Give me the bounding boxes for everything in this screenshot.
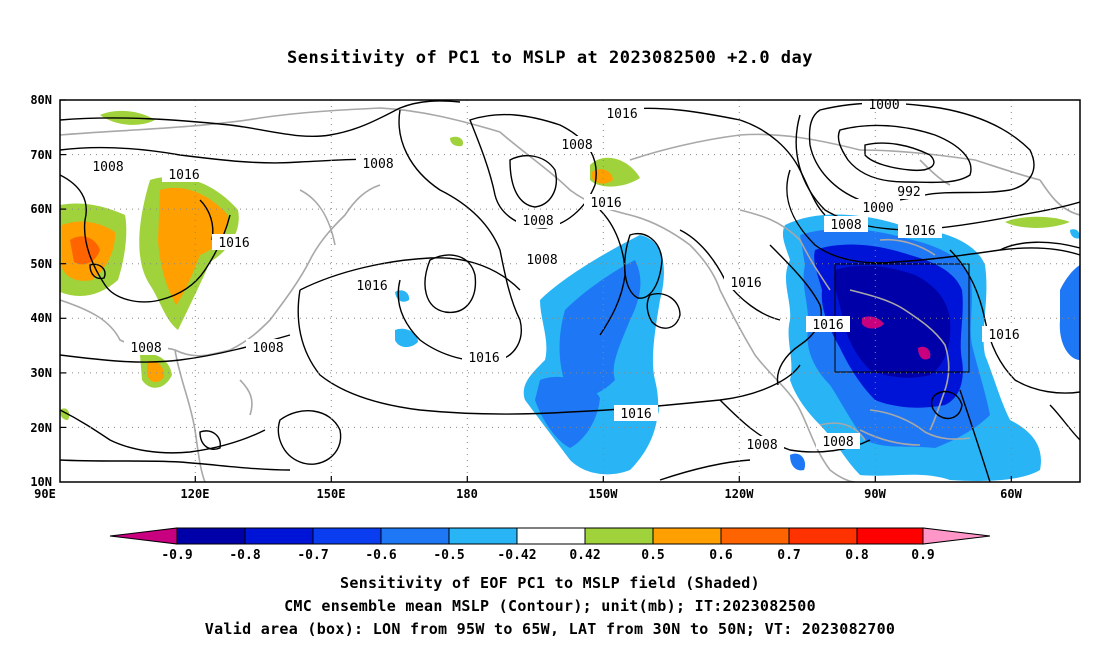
contour-label: 1016 <box>218 236 249 251</box>
lon-tick-label: 120W <box>725 487 755 501</box>
contour-label: 1016 <box>812 318 843 333</box>
coastlines <box>60 107 1080 482</box>
strong-negative-peak-1 <box>862 316 884 329</box>
lat-tick-label: 10N <box>30 475 52 489</box>
colorbar-swatch <box>788 527 858 545</box>
colorbar-swatch <box>856 527 924 545</box>
colorbar-label: 0.9 <box>911 548 934 563</box>
lon-tick-label: 150E <box>317 487 346 501</box>
positive-shading-asia-peak <box>70 236 100 265</box>
lat-tick-label: 50N <box>30 257 52 271</box>
contour-label: 1008 <box>92 160 123 175</box>
positive-shading-alaska-core <box>592 169 613 184</box>
contour-label: 1016 <box>356 279 387 294</box>
contour-label: 1016 <box>168 168 199 183</box>
colorbar-label: -0.9 <box>161 548 192 563</box>
colorbar-swatch <box>380 527 450 545</box>
colorbar-label: -0.8 <box>229 548 260 563</box>
colorbar-label: 0.5 <box>641 548 664 563</box>
positive-shading-small-1-core <box>147 360 165 383</box>
colorbar-label: 0.7 <box>777 548 800 563</box>
lon-tick-label: 180 <box>456 487 478 501</box>
colorbar-label: -0.42 <box>497 548 536 563</box>
lat-tick-label: 30N <box>30 366 52 380</box>
contour-labels: 1016 1008 1000 992 1008 1016 1000 1008 1… <box>86 96 1026 453</box>
colorbar-label: 0.6 <box>709 548 733 563</box>
lon-tick-label: 120E <box>181 487 210 501</box>
lon-tick-label: 90E <box>34 487 56 501</box>
lat-tick-label: 20N <box>30 421 52 435</box>
gridlines <box>60 100 1080 482</box>
footer-line-2: CMC ensemble mean MSLP (Contour); unit(m… <box>284 597 816 615</box>
sensitivity-shading <box>60 110 1080 481</box>
contour-label: 1008 <box>561 138 592 153</box>
lat-tick-label: 70N <box>30 148 52 162</box>
strong-negative-peak-2 <box>918 346 931 360</box>
contour-label: 1008 <box>822 435 853 450</box>
latitude-axis: 80N 70N 60N 50N 40N 30N 20N 10N <box>30 93 52 489</box>
lon-tick-label: 90W <box>864 487 886 501</box>
contour-label: 1016 <box>904 224 935 239</box>
colorbar-swatch <box>448 527 518 545</box>
contour-label: 1008 <box>522 214 553 229</box>
lat-tick-label: 40N <box>30 311 52 325</box>
colorbar: -0.9 -0.8 -0.7 -0.6 -0.5 -0.42 0.42 0.5 … <box>109 527 991 563</box>
colorbar-swatch <box>244 527 314 545</box>
contour-label: 1000 <box>862 201 893 216</box>
colorbar-min-arrow <box>109 527 178 545</box>
colorbar-swatch <box>584 527 654 545</box>
colorbar-label: 0.8 <box>845 548 869 563</box>
contour-label: 1000 <box>868 98 899 113</box>
contour-label: 1008 <box>526 253 557 268</box>
contour-label: 1008 <box>746 438 777 453</box>
contour-label: 1016 <box>730 276 761 291</box>
lat-tick-label: 80N <box>30 93 52 107</box>
lon-tick-label: 60W <box>1000 487 1022 501</box>
contour-label: 1008 <box>130 341 161 356</box>
colorbar-swatch <box>516 527 586 545</box>
colorbar-label: -0.6 <box>365 548 396 563</box>
colorbar-swatch <box>176 527 246 545</box>
colorbar-swatch <box>652 527 722 545</box>
contour-label: 1016 <box>606 107 637 122</box>
contour-label: 1016 <box>988 328 1019 343</box>
contour-label: 992 <box>897 185 920 200</box>
mslp-contours <box>60 100 1080 482</box>
map-frame <box>59 99 1081 483</box>
map-title: Sensitivity of PC1 to MSLP at 2023082500… <box>286 48 813 68</box>
contour-label: 1008 <box>362 157 393 172</box>
colorbar-label: -0.7 <box>297 548 328 563</box>
lon-tick-label: 150W <box>589 487 619 501</box>
contour-label: 1016 <box>620 407 651 422</box>
contour-label: 1016 <box>590 196 621 211</box>
colorbar-swatch <box>312 527 382 545</box>
map-plot-area <box>60 100 1080 482</box>
colorbar-label: 0.42 <box>569 548 600 563</box>
contour-label: 1008 <box>830 218 861 233</box>
footer-line-3: Valid area (box): LON from 95W to 65W, L… <box>204 620 896 638</box>
contour-label: 1008 <box>252 341 283 356</box>
lat-tick-label: 60N <box>30 202 52 216</box>
longitude-axis: 90E 120E 150E 180 150W 120W 90W 60W <box>34 487 1022 501</box>
colorbar-swatch <box>720 527 790 545</box>
contour-label: 1016 <box>468 351 499 366</box>
footer-line-1: Sensitivity of EOF PC1 to MSLP field (Sh… <box>340 574 760 592</box>
colorbar-label: -0.5 <box>433 548 464 563</box>
colorbar-max-arrow <box>922 527 991 545</box>
